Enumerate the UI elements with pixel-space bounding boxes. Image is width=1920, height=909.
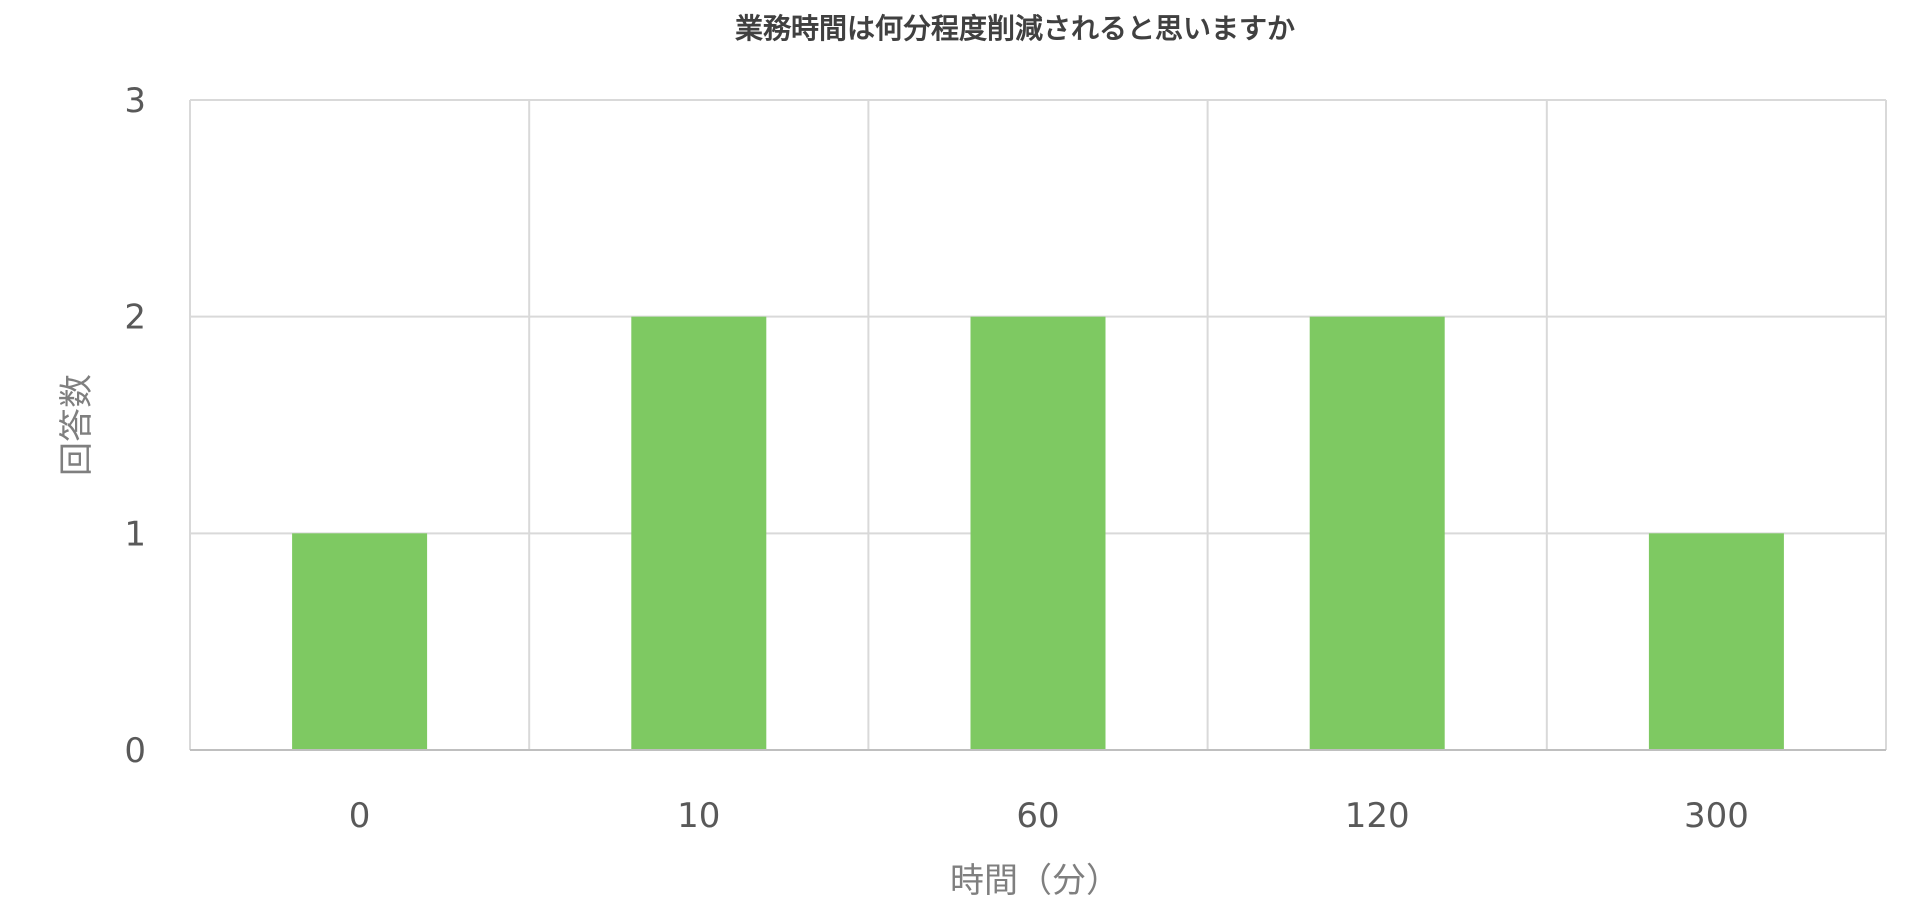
x-tick-label-60: 60 (1016, 796, 1059, 836)
y-axis-ticks: 0 1 2 3 (124, 81, 146, 771)
x-tick-label-0: 0 (349, 796, 371, 836)
bar-60 (970, 316, 1106, 750)
y-tick-label-0: 0 (124, 731, 146, 771)
x-tick-label-10: 10 (677, 796, 720, 836)
x-tick-label-120: 120 (1345, 796, 1410, 836)
bar-120 (1309, 316, 1445, 750)
x-axis-ticks: 0 10 60 120 300 (349, 796, 1749, 836)
y-tick-label-2: 2 (124, 298, 146, 338)
bar-0 (292, 533, 428, 750)
y-tick-label-1: 1 (124, 514, 146, 554)
y-tick-label-3: 3 (124, 81, 146, 121)
x-axis-title: 時間（分） (950, 861, 1120, 901)
x-tick-label-300: 300 (1684, 796, 1749, 836)
bar-10 (631, 316, 767, 750)
gridlines (189, 99, 1887, 750)
y-axis-title: 回答数 (57, 374, 97, 476)
chart-title: 業務時間は何分程度削減されると思いますか (735, 12, 1295, 45)
bars (292, 316, 1784, 750)
bar-300 (1648, 533, 1784, 750)
